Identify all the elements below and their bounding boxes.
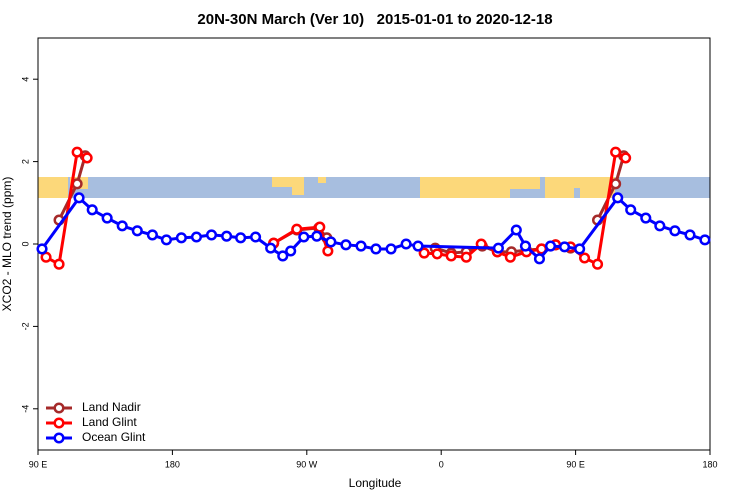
data-point xyxy=(101,212,113,224)
data-point xyxy=(699,234,711,246)
data-point xyxy=(504,251,516,263)
x-tick-label: 90 W xyxy=(296,459,318,469)
data-point xyxy=(445,250,457,262)
data-point xyxy=(71,146,83,158)
series-line xyxy=(40,195,706,261)
map-strip xyxy=(38,177,710,198)
data-point xyxy=(684,229,696,241)
data-point xyxy=(385,243,397,255)
data-point xyxy=(370,243,382,255)
data-point xyxy=(131,225,143,237)
data-point xyxy=(558,241,571,253)
data-point xyxy=(510,224,522,236)
data-point xyxy=(492,242,504,254)
data-point xyxy=(322,245,334,257)
map-land xyxy=(545,177,615,198)
x-tick-label: 90 E xyxy=(566,459,585,469)
data-point xyxy=(431,248,443,260)
x-tick-label: 180 xyxy=(165,459,180,469)
data-point xyxy=(265,242,277,254)
data-point xyxy=(355,240,367,252)
data-point xyxy=(620,152,632,164)
x-tick-label: 90 E xyxy=(29,459,48,469)
data-point xyxy=(519,240,531,252)
legend-label: Land Nadir xyxy=(82,400,141,414)
legend-label: Ocean Glint xyxy=(82,430,146,444)
data-point xyxy=(669,225,681,237)
chart-title: 20N-30N March (Ver 10) 2015-01-01 to 202… xyxy=(197,11,552,28)
data-point xyxy=(610,178,622,190)
data-point xyxy=(612,192,624,204)
map-land xyxy=(510,177,540,189)
map-ocean xyxy=(38,177,710,198)
data-point xyxy=(314,221,326,233)
data-point xyxy=(53,258,65,270)
data-point xyxy=(340,239,352,251)
data-point xyxy=(654,220,666,232)
x-tick-label: 180 xyxy=(702,459,717,469)
data-point xyxy=(400,238,412,250)
data-point xyxy=(610,146,622,158)
y-tick-label: 4 xyxy=(20,77,30,82)
map-ocean xyxy=(574,188,580,198)
data-point xyxy=(86,204,98,216)
data-point xyxy=(325,236,337,248)
data-point xyxy=(160,234,172,246)
data-point xyxy=(73,192,85,204)
data-point xyxy=(250,231,262,243)
data-point xyxy=(579,252,591,264)
y-tick-label: -4 xyxy=(20,405,30,413)
data-point xyxy=(36,243,48,255)
data-point xyxy=(311,230,323,242)
data-point xyxy=(640,212,652,224)
y-tick-label: 0 xyxy=(20,241,30,246)
data-point xyxy=(71,178,83,190)
data-point xyxy=(175,232,187,244)
map-land xyxy=(318,177,326,183)
data-point xyxy=(285,245,297,257)
y-axis-label: XCO2 - MLO trend (ppm) xyxy=(0,177,14,312)
data-point xyxy=(412,240,424,252)
map-land xyxy=(272,177,292,187)
data-point xyxy=(277,250,289,262)
data-point xyxy=(235,232,247,244)
data-point xyxy=(291,223,303,235)
data-point xyxy=(221,230,233,242)
map-land xyxy=(38,177,68,198)
data-point xyxy=(574,243,586,255)
x-tick-label: 0 xyxy=(439,459,444,469)
data-point xyxy=(116,220,128,232)
data-point xyxy=(205,229,218,241)
data-point xyxy=(460,251,472,263)
y-tick-label: 2 xyxy=(20,159,30,164)
map-land xyxy=(292,177,304,195)
y-tick-label: -2 xyxy=(20,322,30,330)
data-point xyxy=(298,231,310,243)
legend-label: Land Glint xyxy=(82,415,137,429)
data-point xyxy=(418,247,430,259)
data-point xyxy=(533,253,546,265)
data-point xyxy=(592,258,604,270)
data-point xyxy=(81,152,93,164)
data-point xyxy=(625,204,637,216)
data-point xyxy=(40,251,52,263)
x-axis-label: Longitude xyxy=(349,476,402,490)
map-land xyxy=(420,177,510,198)
legend-marker xyxy=(53,402,65,414)
data-point xyxy=(544,240,557,252)
data-point xyxy=(146,229,158,241)
data-point xyxy=(190,231,202,243)
legend-marker xyxy=(53,432,65,444)
legend-marker xyxy=(53,417,65,429)
